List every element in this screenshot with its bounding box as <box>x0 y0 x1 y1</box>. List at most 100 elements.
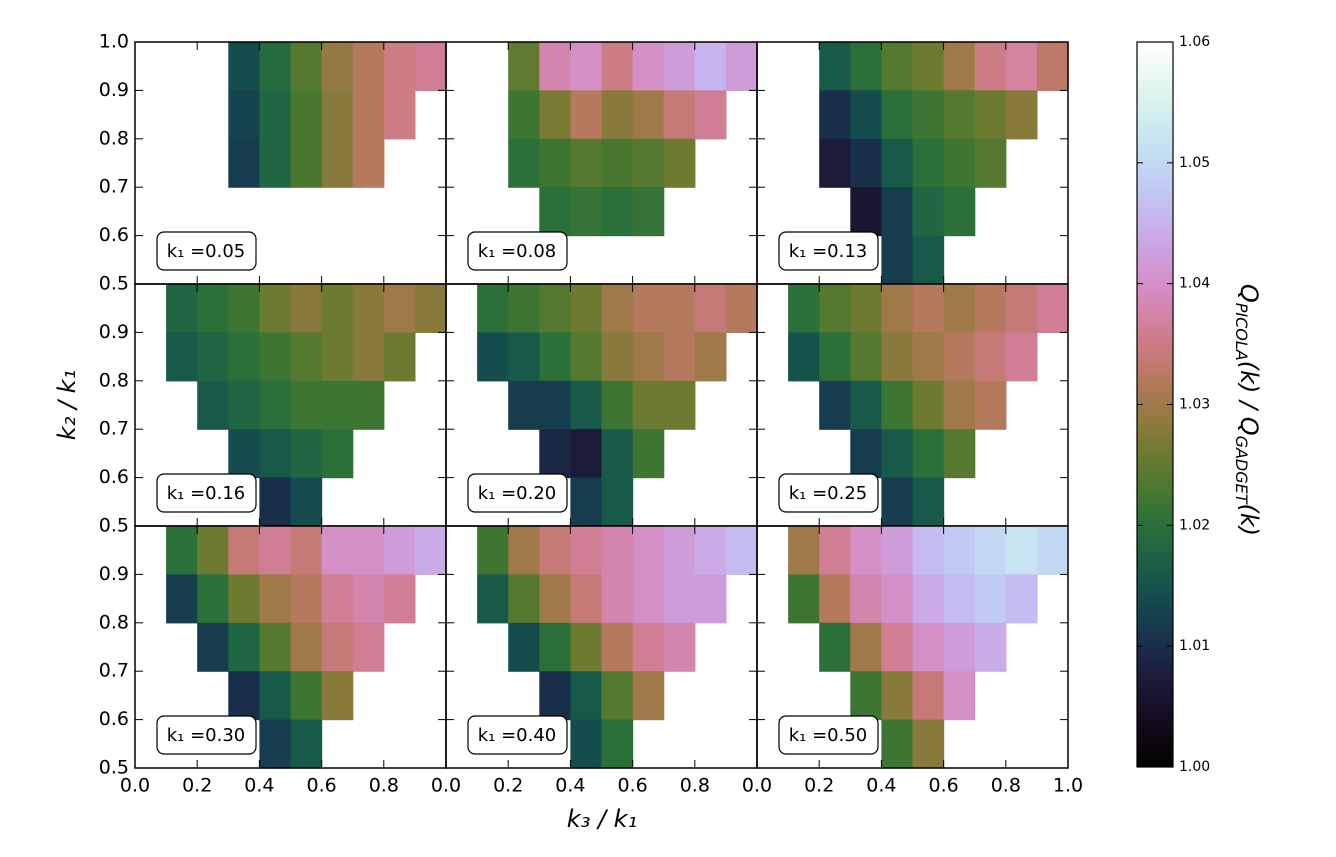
panel-label: k₁ =0.50 <box>789 725 868 746</box>
heat-cell <box>259 671 292 721</box>
heat-cell <box>352 90 385 140</box>
heat-cell <box>166 574 198 624</box>
heat-cell <box>725 526 758 575</box>
heat-cell <box>228 138 260 188</box>
y-tick-label: 0.6 <box>99 708 129 730</box>
x-tick-label: 0.8 <box>991 775 1021 797</box>
heat-cell <box>570 138 603 188</box>
panel-label-box <box>467 231 568 271</box>
heat-cell <box>974 574 1007 624</box>
heat-cell <box>321 380 354 430</box>
heat-cell <box>632 187 665 237</box>
heat-cell <box>632 380 665 430</box>
heat-cell <box>663 90 696 140</box>
panel: 0.5 0.6 0.7 0.8 0.9 1.0 k₁ =0.05 <box>99 31 447 295</box>
x-tick-label: 0.8 <box>369 775 399 797</box>
heat-cell <box>601 719 634 769</box>
heat-cell <box>321 526 354 575</box>
heat-cell <box>850 42 882 91</box>
heat-cell <box>259 90 292 140</box>
heat-cell <box>570 42 603 91</box>
heat-cell <box>632 138 665 188</box>
heat-cell <box>290 671 323 721</box>
heat-cell <box>290 90 323 140</box>
heat-cell <box>290 380 323 430</box>
heat-cell <box>632 284 665 333</box>
heat-cell <box>694 332 727 382</box>
heat-cell <box>881 477 914 527</box>
heat-cell <box>508 138 540 188</box>
heat-cell <box>601 42 634 91</box>
x-tick-label: 0.4 <box>555 775 585 797</box>
heat-cell <box>290 622 323 672</box>
panel-label: k₁ =0.25 <box>789 483 868 504</box>
heat-cell <box>1005 574 1038 624</box>
heat-cell <box>912 429 945 479</box>
panel: 0.0 0.2 0.4 0.6 0.8 k₁ =0.40 <box>431 525 758 797</box>
heat-cell <box>881 574 914 624</box>
heat-cell <box>694 574 727 624</box>
heat-cell <box>570 526 603 575</box>
heat-cell <box>539 622 571 672</box>
panel-label-box <box>467 715 568 755</box>
heat-cell <box>881 235 914 285</box>
heat-cell <box>383 574 416 624</box>
heat-cell <box>1005 90 1038 140</box>
x-tick-label: 0.0 <box>431 775 461 797</box>
panel: 0.5 0.6 0.7 0.8 0.9 k₁ =0.16 <box>99 283 447 537</box>
heat-cell <box>570 477 603 527</box>
y-tick-label: 0.7 <box>99 418 129 440</box>
heat-cell <box>508 574 540 624</box>
heat-cell <box>1005 526 1038 575</box>
heat-cell <box>228 429 260 479</box>
x-tick-label: 0.2 <box>804 775 834 797</box>
panel-label-box <box>778 473 879 513</box>
colorbar-label-part: Q <box>1235 284 1263 303</box>
heat-cell <box>912 526 945 575</box>
heat-cell <box>259 526 292 575</box>
panel-label: k₁ =0.08 <box>478 241 557 262</box>
heat-cell <box>788 332 820 382</box>
panel-label-box <box>467 473 568 513</box>
heat-cell <box>290 284 323 333</box>
heat-cell <box>1005 332 1038 382</box>
heat-cell <box>352 526 385 575</box>
heat-cell <box>601 90 634 140</box>
colorbar-tick-label: 1.03 <box>1179 397 1210 413</box>
heat-cell <box>508 90 540 140</box>
x-tick-label: 0.6 <box>617 775 647 797</box>
y-axis-label: k₂ / k₁ <box>53 370 81 440</box>
heat-cell <box>601 477 634 527</box>
panel-label-box <box>156 715 257 755</box>
heat-cell <box>570 671 603 721</box>
heat-cell <box>725 42 758 91</box>
heat-cell <box>601 671 634 721</box>
colorbar-tick-label: 1.04 <box>1179 276 1210 292</box>
heat-cell <box>943 380 976 430</box>
heat-cell <box>601 332 634 382</box>
heat-cell <box>694 42 727 91</box>
heat-cell <box>881 380 914 430</box>
y-tick-label: 0.6 <box>99 466 129 488</box>
heat-cell <box>663 526 696 575</box>
heat-cell <box>881 526 914 575</box>
heat-cell <box>881 90 914 140</box>
heat-cell <box>290 477 323 527</box>
heat-cell <box>1005 284 1038 333</box>
y-tick-label: 0.9 <box>99 79 129 101</box>
heat-cell <box>228 574 260 624</box>
heat-cell <box>570 332 603 382</box>
heat-cell <box>912 574 945 624</box>
heat-cell <box>321 332 354 382</box>
x-axis-label: k₃ / k₁ <box>567 805 637 833</box>
heat-cell <box>912 719 945 769</box>
heat-cell <box>228 332 260 382</box>
heat-cell <box>383 284 416 333</box>
heat-cell <box>632 671 665 721</box>
heat-cell <box>632 574 665 624</box>
heat-cell <box>850 429 882 479</box>
heat-cell <box>912 90 945 140</box>
x-tick-label: 0.2 <box>493 775 523 797</box>
heat-cell <box>1036 42 1069 91</box>
heat-cell <box>570 90 603 140</box>
